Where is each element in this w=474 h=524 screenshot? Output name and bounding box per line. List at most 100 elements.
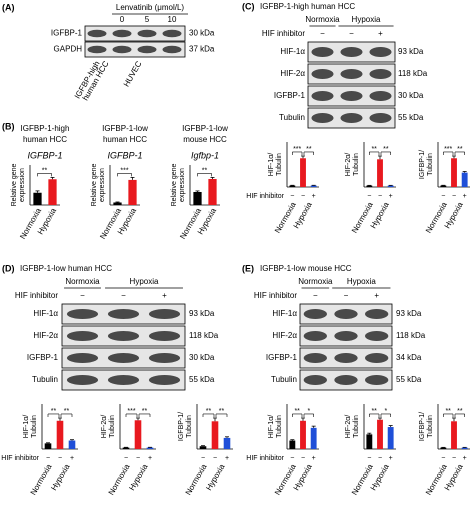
blot-band xyxy=(107,375,140,385)
row-label: HIF-2α xyxy=(33,331,58,340)
significance: *** xyxy=(127,408,135,415)
row-label: IGFBP-1 xyxy=(266,353,298,362)
y-axis-label: Tubulin xyxy=(427,415,434,438)
y-axis-label: expression xyxy=(99,168,106,202)
chart-title: human HCC xyxy=(103,135,147,144)
row-label: GAPDH xyxy=(54,45,83,54)
bar xyxy=(387,185,394,187)
sign: + xyxy=(389,455,393,462)
condition: Normoxia xyxy=(184,462,209,497)
blot-band xyxy=(66,331,99,341)
condition: Normoxia xyxy=(29,462,54,497)
blot-band xyxy=(334,309,358,319)
blot-band xyxy=(311,47,334,57)
sign: + xyxy=(463,193,467,200)
bar xyxy=(289,185,296,187)
condition: Normoxia xyxy=(424,200,449,235)
blot-band xyxy=(137,45,157,54)
sign: − xyxy=(136,455,140,462)
sign: + xyxy=(389,193,393,200)
blot-band xyxy=(334,331,358,341)
bar xyxy=(128,179,137,205)
y-axis-label: Tubulin xyxy=(31,415,38,438)
row-label: IGFBP-1 xyxy=(27,353,59,362)
sign: + xyxy=(162,291,167,300)
panel-label: (E) xyxy=(242,263,254,273)
significance: ** xyxy=(383,146,389,153)
bar xyxy=(310,427,317,449)
blot-band xyxy=(112,45,132,54)
band-size: 93 kDa xyxy=(189,309,215,318)
y-axis-label: HIF-1α/ xyxy=(268,153,275,177)
sign: − xyxy=(58,455,62,462)
blot-band xyxy=(340,69,363,79)
significance: ** xyxy=(294,408,300,415)
blot-band xyxy=(365,331,389,341)
band-size: 55 kDa xyxy=(189,375,215,384)
significance: ** xyxy=(219,408,225,415)
bar xyxy=(377,419,383,449)
dose: 0 xyxy=(120,15,125,24)
condition: Normoxia xyxy=(273,200,298,235)
inhibitor-label: HIF inhibitor xyxy=(254,291,297,300)
y-axis-label: HIF-1α/ xyxy=(268,415,275,439)
inhibitor-label: HIF inhibitor xyxy=(246,193,284,200)
sign: − xyxy=(313,291,318,300)
sign: − xyxy=(452,193,456,200)
sign: + xyxy=(374,291,379,300)
y-axis-label: Tubulin xyxy=(353,415,360,438)
chart-title: mouse HCC xyxy=(183,135,227,144)
sign: − xyxy=(452,455,456,462)
blot-band xyxy=(107,353,140,363)
bar xyxy=(461,447,468,449)
condition: Hypoxia xyxy=(130,277,159,286)
sign: − xyxy=(301,193,305,200)
band-size: 30 kDa xyxy=(398,91,424,100)
bar xyxy=(48,179,57,205)
band-size: 30 kDa xyxy=(189,353,215,362)
bar xyxy=(377,159,383,187)
panel-label: (A) xyxy=(2,2,15,12)
y-axis-label: Tubulin xyxy=(276,415,283,438)
sign: − xyxy=(367,193,371,200)
bar xyxy=(56,420,64,449)
sign: + xyxy=(463,455,467,462)
dose: 5 xyxy=(145,15,150,24)
row-label: IGFBP-1 xyxy=(274,91,306,100)
significance: ** xyxy=(445,408,451,415)
blot-band xyxy=(369,91,392,101)
blot-band xyxy=(66,375,99,385)
blot-band xyxy=(107,331,140,341)
bar xyxy=(223,437,231,449)
blot-band xyxy=(340,47,363,57)
y-axis-label: Relative gene xyxy=(171,163,178,206)
condition: Normoxia xyxy=(298,277,333,286)
row-label: HIF-1α xyxy=(272,309,297,318)
band-size: 34 kDa xyxy=(396,353,422,362)
blot-band xyxy=(66,353,99,363)
sign: − xyxy=(367,455,371,462)
sign: − xyxy=(201,455,205,462)
blot-band xyxy=(311,91,334,101)
sign: − xyxy=(349,29,354,38)
blot-band xyxy=(303,309,327,319)
blot-strip xyxy=(84,41,186,58)
sign: + xyxy=(148,455,152,462)
bar xyxy=(113,202,122,205)
sign: − xyxy=(441,455,445,462)
band-size: 118 kDa xyxy=(396,331,426,340)
row-label: IGFBP-1 xyxy=(51,29,83,38)
sign: − xyxy=(378,193,382,200)
sign: − xyxy=(124,455,128,462)
blot-band xyxy=(365,309,389,319)
sign: + xyxy=(312,455,316,462)
chart-title: IGFBP-1-high xyxy=(21,124,70,133)
blot-strip xyxy=(84,25,186,42)
blot-band xyxy=(365,353,389,363)
y-axis-label: expression xyxy=(179,168,186,202)
bar xyxy=(300,420,306,449)
blot-band xyxy=(66,309,99,319)
band-size: 118 kDa xyxy=(189,331,219,340)
bar xyxy=(208,178,217,205)
significance: ** xyxy=(51,408,57,415)
